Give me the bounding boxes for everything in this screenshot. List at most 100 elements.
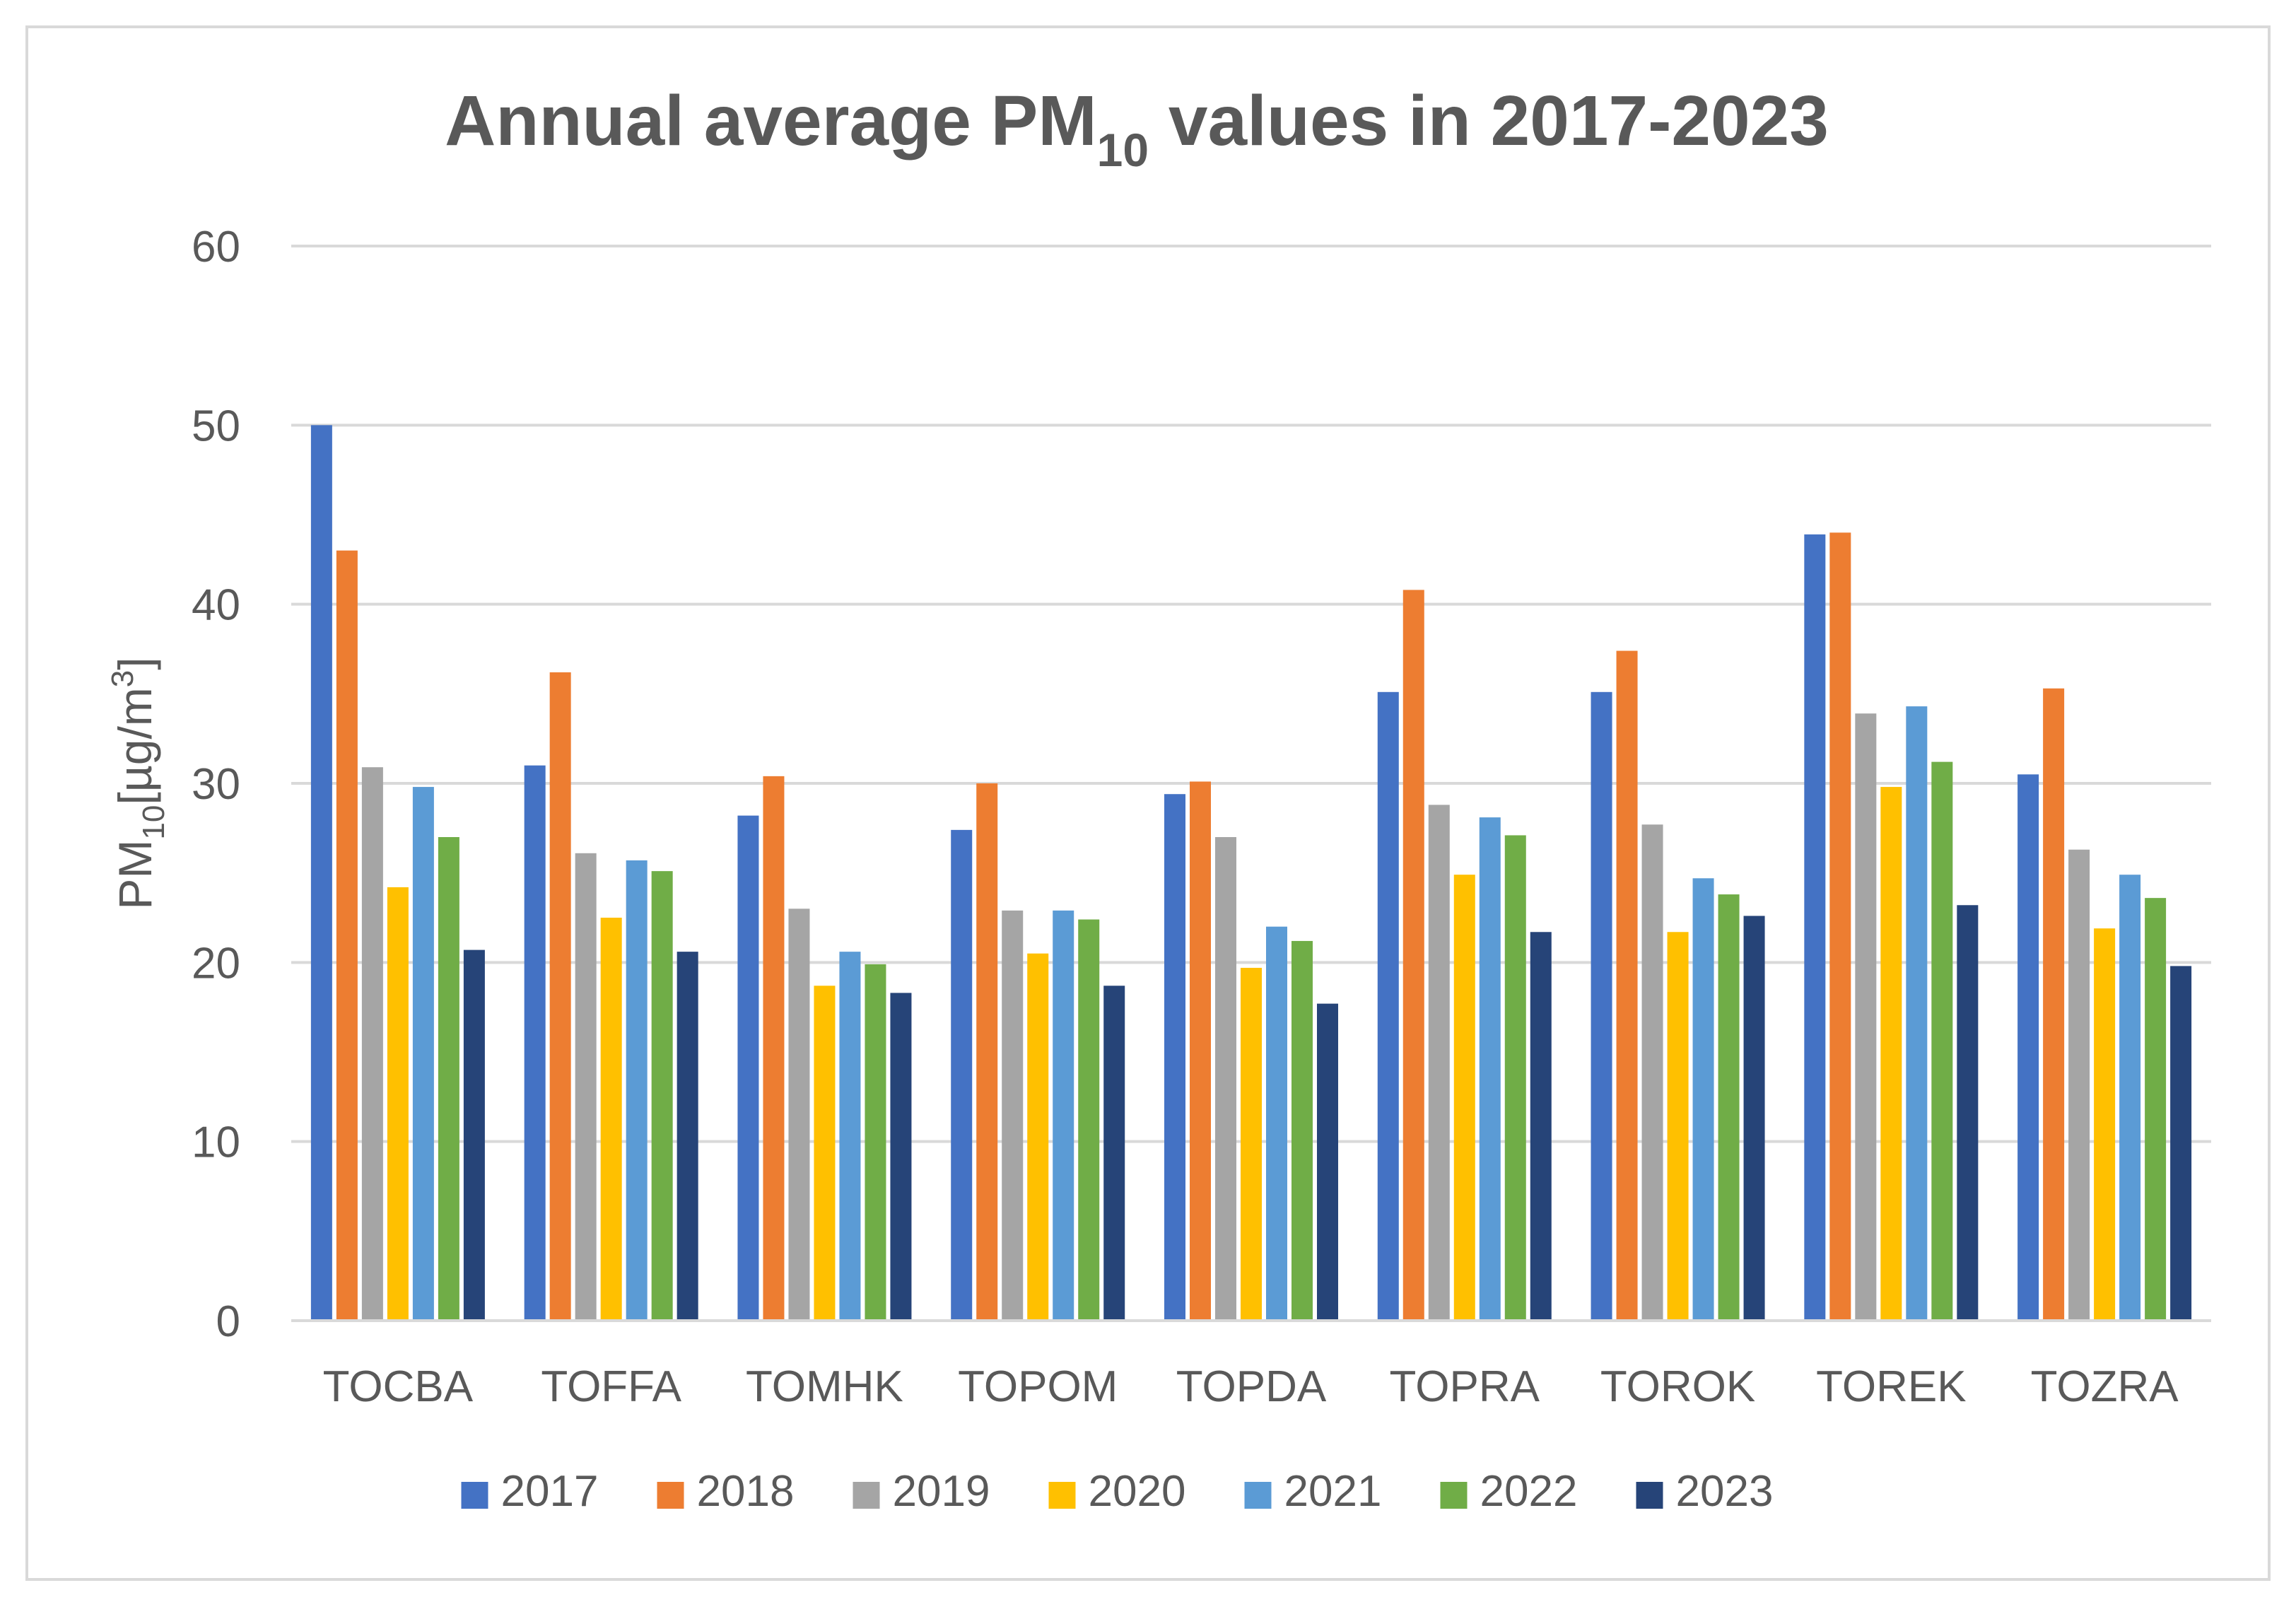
bar-tozra-2020 bbox=[2094, 928, 2116, 1321]
y-axis-label-unit-end: ] bbox=[109, 657, 161, 670]
bar-toffa-2022 bbox=[651, 871, 673, 1321]
bar-torek-2017 bbox=[1804, 534, 1826, 1321]
legend: 2017 2018 2019 2020 2021 2022 2023 bbox=[461, 1467, 1774, 1516]
bar-topom-2023 bbox=[1103, 986, 1125, 1321]
bar-tocba-2020 bbox=[387, 887, 409, 1321]
bar-topom-2018 bbox=[976, 783, 998, 1321]
bar-tozra-2021 bbox=[2119, 875, 2141, 1321]
bar-tocba-2023 bbox=[463, 949, 485, 1321]
bar-series bbox=[310, 425, 2192, 1321]
bar-topra-2021 bbox=[1479, 817, 1501, 1321]
legend-swatch-2019 bbox=[853, 1482, 880, 1509]
y-tick-label: 20 bbox=[192, 939, 240, 988]
legend-label: 2021 bbox=[1284, 1467, 1382, 1516]
x-tick-label: TOPRA bbox=[1390, 1362, 1540, 1411]
y-axis-ticks: 0 10 20 30 40 50 60 bbox=[192, 223, 240, 1346]
bar-topra-2018 bbox=[1402, 590, 1424, 1321]
bar-topom-2021 bbox=[1053, 910, 1074, 1321]
legend-label: 2023 bbox=[1676, 1467, 1774, 1516]
y-axis-label-superscript: 3 bbox=[105, 670, 140, 687]
y-axis-label: PM10[µg/m3] bbox=[105, 657, 171, 909]
bar-torek-2019 bbox=[1855, 713, 1877, 1321]
bar-tomhk-2017 bbox=[737, 815, 759, 1321]
bar-topda-2017 bbox=[1164, 794, 1185, 1321]
bar-torek-2018 bbox=[1829, 532, 1851, 1321]
bar-tomhk-2019 bbox=[788, 908, 810, 1321]
x-tick-label: TOFFA bbox=[541, 1362, 681, 1411]
legend-swatch-2023 bbox=[1636, 1482, 1663, 1509]
bar-tocba-2021 bbox=[412, 787, 434, 1321]
bar-torok-2023 bbox=[1743, 916, 1765, 1321]
legend-swatch-2017 bbox=[461, 1482, 488, 1509]
chart-title-subscript: 10 bbox=[1097, 124, 1149, 176]
x-tick-label: TOMHK bbox=[746, 1362, 903, 1411]
bar-topda-2022 bbox=[1292, 940, 1313, 1321]
bar-topra-2019 bbox=[1428, 805, 1450, 1321]
bar-topom-2019 bbox=[1002, 910, 1024, 1321]
y-tick-label: 10 bbox=[192, 1118, 240, 1167]
bar-topra-2020 bbox=[1453, 875, 1475, 1321]
legend-label: 2017 bbox=[501, 1467, 599, 1516]
bar-topra-2017 bbox=[1377, 691, 1399, 1321]
x-tick-label: TOROK bbox=[1600, 1362, 1755, 1411]
x-axis-ticks: TOCBA TOFFA TOMHK TOPOM TOPDA TOPRA TOROK TOREK… bbox=[323, 1362, 2179, 1411]
bar-toffa-2019 bbox=[575, 853, 597, 1321]
y-tick-label: 40 bbox=[192, 581, 240, 630]
bar-torok-2022 bbox=[1718, 894, 1740, 1321]
bar-tozra-2023 bbox=[2170, 966, 2192, 1321]
bar-torok-2017 bbox=[1591, 691, 1612, 1321]
bar-tozra-2022 bbox=[2145, 898, 2167, 1321]
y-tick-label: 60 bbox=[192, 223, 240, 271]
bar-torok-2020 bbox=[1667, 932, 1689, 1321]
y-tick-label: 0 bbox=[216, 1297, 240, 1346]
x-tick-label: TOREK bbox=[1816, 1362, 1966, 1411]
y-tick-label: 30 bbox=[192, 760, 240, 809]
bar-tocba-2022 bbox=[438, 837, 459, 1321]
bar-topom-2022 bbox=[1078, 919, 1100, 1321]
y-axis-label-main: PM bbox=[109, 840, 161, 910]
bar-tocba-2019 bbox=[361, 767, 383, 1321]
bar-torok-2019 bbox=[1641, 824, 1663, 1321]
y-axis-label-subscript: 10 bbox=[136, 805, 171, 840]
bar-toffa-2018 bbox=[549, 672, 571, 1321]
bar-toffa-2020 bbox=[600, 918, 622, 1321]
x-tick-label: TOPOM bbox=[958, 1362, 1118, 1411]
legend-swatch-2022 bbox=[1440, 1482, 1468, 1509]
bar-tocba-2017 bbox=[310, 425, 332, 1321]
bar-topom-2020 bbox=[1027, 953, 1049, 1321]
bar-topra-2022 bbox=[1504, 835, 1526, 1321]
legend-label: 2022 bbox=[1480, 1467, 1578, 1516]
y-axis-label-unit: [µg/m bbox=[109, 687, 161, 805]
bar-topda-2018 bbox=[1190, 781, 1211, 1321]
bar-torok-2021 bbox=[1692, 878, 1714, 1321]
bar-tocba-2018 bbox=[336, 550, 358, 1321]
legend-label: 2020 bbox=[1089, 1467, 1186, 1516]
legend-swatch-2018 bbox=[657, 1482, 684, 1509]
bar-toffa-2017 bbox=[524, 765, 546, 1321]
bar-torek-2020 bbox=[1880, 787, 1902, 1321]
bar-topda-2021 bbox=[1266, 926, 1287, 1321]
legend-swatch-2021 bbox=[1244, 1482, 1272, 1509]
x-tick-label: TOPDA bbox=[1176, 1362, 1327, 1411]
bar-torek-2023 bbox=[1957, 905, 1979, 1321]
bar-tomhk-2021 bbox=[839, 952, 861, 1321]
bar-tomhk-2020 bbox=[814, 986, 836, 1321]
chart-title-suffix: values in 2017-2023 bbox=[1149, 81, 1829, 160]
chart-title-main: Annual average PM bbox=[445, 81, 1097, 160]
bar-topda-2023 bbox=[1317, 1003, 1338, 1321]
legend-label: 2019 bbox=[893, 1467, 990, 1516]
bar-toffa-2023 bbox=[676, 952, 698, 1321]
bar-tozra-2017 bbox=[2017, 774, 2039, 1321]
legend-swatch-2020 bbox=[1048, 1482, 1076, 1509]
bar-tomhk-2018 bbox=[763, 776, 785, 1321]
bar-torok-2018 bbox=[1616, 650, 1638, 1321]
bar-toffa-2021 bbox=[626, 860, 648, 1321]
x-tick-label: TOZRA bbox=[2031, 1362, 2179, 1411]
bar-tozra-2018 bbox=[2043, 688, 2065, 1321]
x-tick-label: TOCBA bbox=[323, 1362, 474, 1411]
bar-torek-2022 bbox=[1931, 761, 1953, 1321]
chart-title: Annual average PM10 values in 2017-2023 bbox=[445, 81, 1829, 176]
bar-tozra-2019 bbox=[2068, 849, 2090, 1321]
bar-topra-2023 bbox=[1530, 932, 1552, 1321]
